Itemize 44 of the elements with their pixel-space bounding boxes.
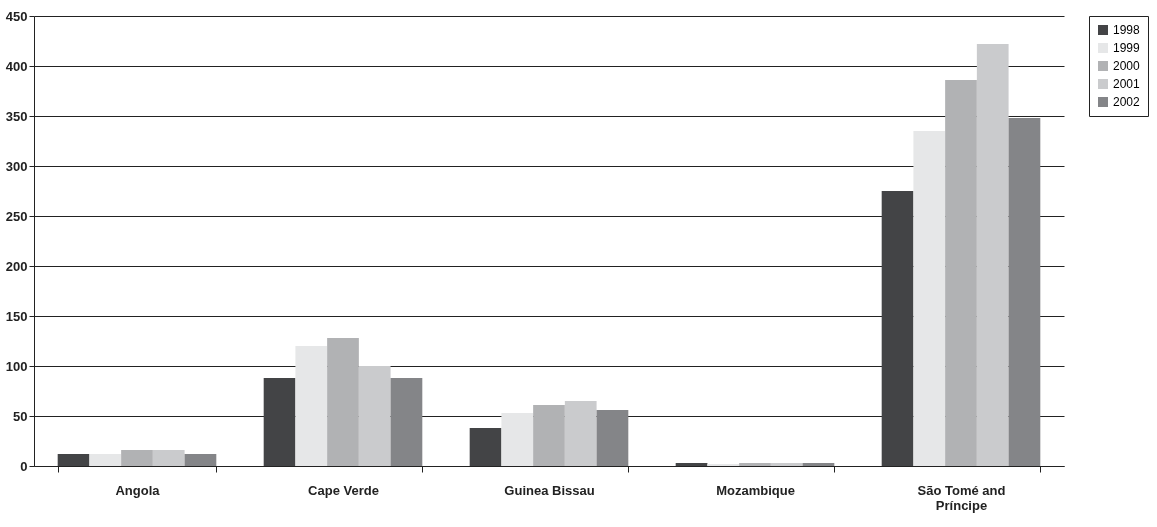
- y-tick-label: 250: [5, 208, 28, 224]
- bar: [501, 413, 534, 466]
- legend-label: 1999: [1113, 41, 1141, 55]
- y-tick-label: 450: [5, 8, 28, 24]
- x-tick-label: São Tomé and Príncipe: [917, 482, 1006, 513]
- legend-label: 2002: [1113, 95, 1141, 109]
- bar: [390, 378, 423, 466]
- y-tick-label: 350: [5, 108, 28, 124]
- y-tick-label: 50: [13, 408, 28, 424]
- bar: [184, 454, 217, 466]
- y-tick-label: 0: [20, 458, 28, 474]
- bar: [295, 346, 328, 466]
- y-tick-label: 200: [5, 258, 28, 274]
- bar: [945, 80, 977, 466]
- bar: [57, 454, 90, 466]
- x-tick-label: Angola: [115, 482, 161, 498]
- bar: [89, 454, 122, 466]
- bar: [770, 463, 803, 466]
- bar: [881, 191, 914, 466]
- y-tick-label: 400: [5, 58, 28, 74]
- bar: [675, 463, 708, 466]
- bar: [358, 366, 391, 466]
- bar: [152, 450, 185, 466]
- bar: [596, 410, 629, 466]
- legend-label: 2001: [1113, 77, 1141, 91]
- bar: [802, 463, 835, 466]
- bar: [327, 338, 359, 466]
- bar: [121, 450, 153, 466]
- bar: [469, 428, 502, 466]
- bar: [913, 131, 946, 466]
- y-tick-label: 150: [5, 308, 28, 324]
- y-tick-label: 100: [5, 358, 28, 374]
- bar: [533, 405, 565, 466]
- legend-label: 2000: [1113, 59, 1141, 73]
- legend-label: 1998: [1113, 23, 1141, 37]
- bar: [564, 401, 597, 466]
- bar: [976, 44, 1009, 466]
- x-tick-label: Guinea Bissau: [504, 482, 595, 498]
- bar: [263, 378, 296, 466]
- y-tick-label: 300: [5, 158, 28, 174]
- bar: [1008, 118, 1041, 466]
- x-tick-label: Mozambique: [716, 482, 795, 498]
- x-tick-label: Cape Verde: [308, 482, 379, 498]
- bar: [739, 463, 771, 466]
